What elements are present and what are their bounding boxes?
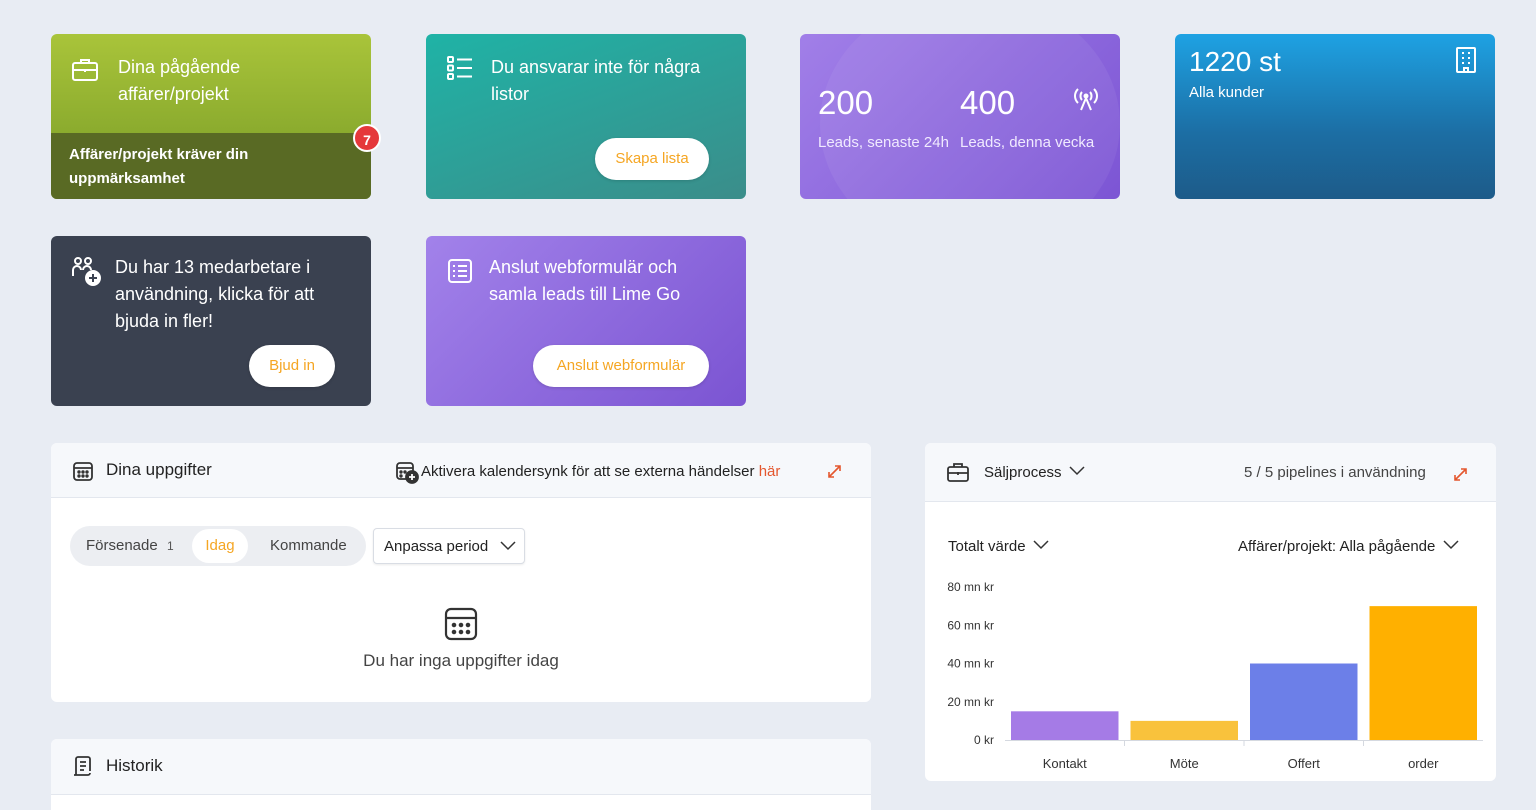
calendar-sync-label: Aktivera kalendersynk för att se externa…: [421, 463, 755, 480]
leads-24h-value: 200: [818, 84, 874, 121]
form-icon: [447, 258, 473, 284]
bar-möte[interactable]: [1130, 720, 1239, 740]
x-tick-label: Offert: [1288, 756, 1321, 771]
lists-title: Du ansvarar inte för några listor: [491, 57, 701, 104]
sales-process-chart: 0 kr 20 mn kr 40 mn kr 60 mn kr 80 mn kr Kont…: [925, 573, 1496, 781]
x-tick-label: Kontakt: [1043, 756, 1087, 771]
chevron-down-icon: [1033, 540, 1049, 550]
briefcase-icon: [71, 56, 99, 82]
tab-upcoming[interactable]: Kommande: [270, 537, 347, 554]
overdue-count: 1: [167, 539, 174, 553]
expand-icon[interactable]: [1453, 467, 1468, 482]
y-tick-label: 40 mn kr: [947, 657, 994, 671]
projects-attention-bar: Affärer/projekt kräver din uppmärksamhet: [51, 133, 371, 199]
bar-kontakt[interactable]: [1011, 711, 1119, 740]
tab-overdue[interactable]: Försenade: [86, 537, 158, 554]
period-dropdown[interactable]: Anpassa period: [373, 528, 525, 564]
y-tick-label: 0 kr: [974, 733, 994, 747]
chevron-down-icon: [1443, 540, 1459, 550]
lists-card: Du ansvarar inte för några listor Skapa …: [426, 34, 746, 199]
chevron-down-icon: [500, 541, 516, 551]
leads-24h-label: Leads, senaste 24h: [818, 134, 949, 151]
leads-card-decoration: [820, 34, 1120, 199]
colleagues-card: Du har 13 medarbetare i användning, klic…: [51, 236, 371, 406]
webform-title: Anslut webformulär och samla leads till …: [489, 257, 681, 304]
colleagues-title: Du har 13 medarbetare i användning, klic…: [115, 257, 315, 331]
projects-title: Dina pågående affärer/projekt: [118, 57, 241, 104]
pipelines-usage-text: 5 / 5 pipelines i användning: [1244, 464, 1426, 481]
customers-card[interactable]: 1220 st Alla kunder: [1175, 34, 1495, 199]
sales-title-dropdown[interactable]: Säljprocess: [984, 464, 1085, 481]
expand-icon[interactable]: [827, 464, 842, 479]
leads-week-label: Leads, denna vecka: [960, 134, 1095, 151]
broadcast-icon: [1072, 86, 1100, 112]
tasks-panel-header: Dina uppgifter Aktivera kalendersynk för…: [51, 443, 871, 498]
history-icon: [72, 755, 94, 779]
sales-process-panel: Säljprocess 5 / 5 pipelines i användning…: [925, 443, 1496, 781]
list-icon: [446, 54, 474, 82]
chevron-down-icon: [1069, 466, 1085, 476]
y-tick-label: 60 mn kr: [947, 618, 994, 632]
users-plus-icon: [71, 256, 103, 288]
customers-label: Alla kunder: [1189, 84, 1265, 101]
projects-attention-badge: 7: [353, 124, 381, 152]
projects-card[interactable]: Dina pågående affärer/projekt Affärer/pr…: [51, 34, 371, 199]
value-dropdown-label: Totalt värde: [948, 538, 1026, 555]
calendar-sync-text: Aktivera kalendersynk för att se externa…: [421, 463, 780, 480]
tasks-period-tabs: Försenade 1 Idag Kommande: [70, 526, 366, 566]
projects-attention-text: Affärer/projekt kräver din uppmärksamhet: [69, 146, 249, 187]
sales-panel-header: Säljprocess 5 / 5 pipelines i användning: [925, 443, 1496, 502]
connect-webform-button[interactable]: Anslut webformulär: [533, 345, 709, 387]
history-title: Historik: [106, 756, 163, 775]
tasks-panel: Dina uppgifter Aktivera kalendersynk för…: [51, 443, 871, 702]
tasks-empty-text: Du har inga uppgifter idag: [363, 651, 559, 670]
webform-card: Anslut webformulär och samla leads till …: [426, 236, 746, 406]
create-list-button[interactable]: Skapa lista: [595, 138, 709, 180]
calendar-sync-icon: [395, 460, 419, 484]
y-tick-label: 80 mn kr: [947, 580, 994, 594]
value-dropdown[interactable]: Totalt värde: [948, 538, 1049, 555]
bar-offert[interactable]: [1250, 663, 1358, 741]
history-panel-header: Historik: [51, 739, 871, 795]
briefcase-icon: [946, 461, 970, 483]
y-tick-label: 20 mn kr: [947, 695, 994, 709]
x-tick-label: Möte: [1170, 756, 1199, 771]
sales-title: Säljprocess: [984, 464, 1062, 481]
tab-today[interactable]: Idag: [192, 529, 248, 563]
tasks-title: Dina uppgifter: [106, 460, 212, 479]
x-tick-label: order: [1408, 756, 1439, 771]
customers-count: 1220 st: [1189, 46, 1281, 77]
leads-card[interactable]: 200 Leads, senaste 24h 400 Leads, denna …: [800, 34, 1120, 199]
history-panel: Historik: [51, 739, 871, 810]
bar-order[interactable]: [1369, 606, 1478, 740]
calendar-icon: [72, 460, 94, 482]
empty-calendar-icon: [444, 606, 478, 642]
chart-svg: 0 kr 20 mn kr 40 mn kr 60 mn kr 80 mn kr Kont…: [947, 580, 1483, 771]
leads-week-value: 400: [960, 84, 1016, 121]
period-dropdown-label: Anpassa period: [384, 538, 489, 555]
deals-filter-dropdown[interactable]: Affärer/projekt: Alla pågående: [1238, 538, 1459, 555]
invite-button[interactable]: Bjud in: [249, 345, 335, 387]
building-icon: [1455, 46, 1477, 74]
calendar-sync-link[interactable]: här: [758, 463, 781, 480]
deals-filter-label: Affärer/projekt: Alla pågående: [1238, 538, 1436, 555]
